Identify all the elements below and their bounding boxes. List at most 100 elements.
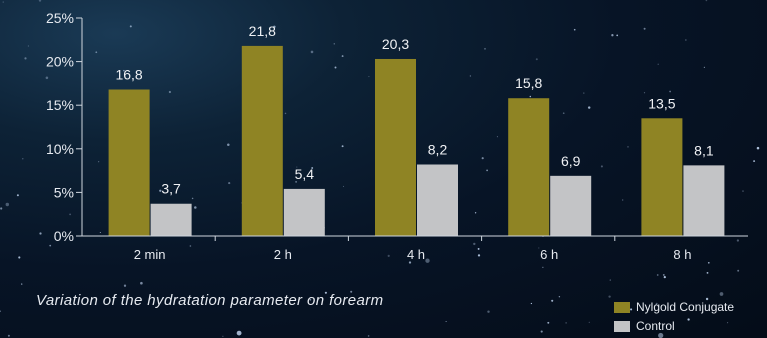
bar [108, 89, 150, 236]
star [551, 299, 554, 302]
star [341, 145, 344, 148]
star [284, 112, 287, 115]
star [481, 157, 484, 160]
star [753, 160, 756, 163]
star [542, 266, 544, 268]
x-tick-label: 2 h [274, 247, 292, 262]
data-label: 16,8 [115, 67, 142, 83]
star [123, 284, 127, 287]
y-tick-label: 25% [46, 10, 74, 26]
x-tick-label: 4 h [407, 247, 425, 262]
star [663, 275, 666, 279]
star [39, 232, 42, 235]
star [273, 25, 276, 29]
y-tick-label: 0% [54, 228, 74, 244]
y-tick-label: 20% [46, 54, 74, 70]
star [16, 194, 19, 197]
star [236, 330, 242, 336]
star [123, 69, 125, 72]
star [324, 291, 327, 294]
star [616, 34, 619, 37]
star [622, 199, 624, 201]
legend-swatch-control [614, 320, 630, 332]
star [736, 239, 740, 242]
star [228, 182, 231, 185]
data-label: 5,4 [295, 166, 315, 182]
star [687, 318, 690, 321]
y-axis: 0% 5% 10% 15% 20% 25% [46, 10, 83, 244]
bar [508, 98, 550, 236]
star [655, 302, 658, 305]
star [309, 299, 312, 301]
star [669, 90, 671, 93]
star [7, 334, 10, 337]
bar [150, 203, 192, 236]
star [194, 206, 197, 209]
star [193, 296, 196, 300]
star [310, 50, 314, 54]
star [484, 47, 486, 50]
star [609, 279, 611, 281]
star [227, 143, 230, 147]
star [705, 0, 708, 2]
data-label: 8,1 [694, 142, 714, 158]
star [474, 212, 477, 214]
star [756, 146, 760, 150]
star [662, 273, 665, 276]
star [140, 281, 143, 285]
star [27, 45, 29, 47]
star [608, 295, 611, 298]
star [565, 322, 567, 324]
star [530, 302, 533, 305]
chart-caption: Variation of the hydratation parameter o… [36, 292, 384, 309]
legend-item-nylgold: Nylgold Conjugate [614, 299, 734, 315]
legend-label-nylgold: Nylgold Conjugate [636, 300, 735, 314]
star [367, 335, 370, 337]
star [562, 112, 565, 115]
star [296, 166, 298, 168]
star [222, 335, 224, 337]
bar [241, 45, 283, 237]
data-label: 13,5 [648, 95, 675, 111]
legend-label-control: Control [636, 319, 675, 333]
bar [283, 188, 325, 236]
star [529, 95, 532, 98]
star [719, 292, 724, 296]
data-labels: 16,8 3,7 21,8 5,4 20,3 8,2 15,8 6,9 13,5 8,1 [115, 23, 713, 197]
star [547, 321, 550, 324]
star [727, 322, 729, 324]
star [342, 185, 345, 187]
star [334, 66, 337, 69]
data-label: 6,9 [561, 153, 581, 169]
star [540, 330, 543, 333]
bar [417, 164, 458, 236]
data-label: 20,3 [382, 36, 409, 52]
star [643, 92, 646, 94]
x-tick-label: 2 min [134, 247, 166, 262]
data-label: 8,2 [428, 141, 448, 157]
star [656, 274, 659, 276]
star [630, 308, 633, 311]
star [38, 0, 42, 2]
star [496, 136, 498, 138]
star [600, 165, 603, 168]
star [486, 169, 488, 172]
star [573, 28, 576, 31]
legend-swatch-nylgold [614, 301, 630, 313]
star [387, 254, 390, 257]
star [69, 213, 71, 216]
star [0, 310, 1, 312]
star [408, 261, 412, 264]
star [707, 261, 710, 264]
star [191, 197, 194, 200]
star [311, 167, 314, 169]
star [583, 92, 585, 94]
legend: Nylgold Conjugate Control [614, 299, 734, 337]
data-label: 21,8 [249, 23, 276, 39]
y-tick-label: 10% [46, 141, 74, 157]
bars [108, 45, 725, 237]
x-axis: 2 min 2 h 4 h 6 h 8 h [82, 235, 748, 262]
star [705, 297, 709, 301]
